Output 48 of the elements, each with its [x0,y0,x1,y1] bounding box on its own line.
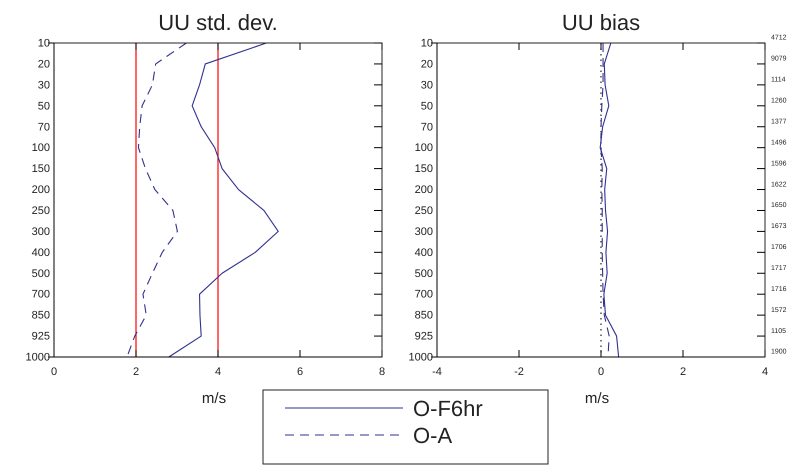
y-tick-label: 500 [414,268,433,280]
x-tick-label: 6 [296,366,304,378]
y-tick-label: 925 [32,330,50,343]
x-tick-label: 4 [214,366,222,378]
y-tick-label: 700 [414,288,433,301]
text: O-F6hr [413,396,483,421]
y-tick-label: 50 [420,100,433,112]
y-tick-label: 20 [420,58,433,70]
y-tick-label: 500 [32,268,50,280]
x-axis-title: m/s [202,390,226,407]
y-tick-label: 400 [32,246,50,259]
x-tick-label: -2 [514,366,524,378]
y-tick-label: 400 [414,246,433,259]
y-tick-label: 1000 [408,352,433,364]
y-tick-label: 925 [414,330,433,343]
y-tick-label: 250 [32,204,50,217]
y-tick-label: 20 [38,58,50,70]
y-tick-label: 200 [32,184,50,196]
y-tick-label: 10 [420,38,433,50]
y-tick-label: 1000 [26,352,50,364]
y-tick-label: 700 [32,288,50,301]
y-tick-label: 250 [414,204,433,217]
y-tick-label: 30 [38,79,50,92]
x-tick-label: -4 [432,366,442,378]
x-tick-label: 4 [762,366,768,378]
chart-title: UU bias [562,10,640,35]
y-tick-label: 300 [414,226,433,238]
x-tick-label: 2 [680,366,686,378]
y-tick-label: 200 [414,184,433,196]
y-tick-label: 30 [420,79,433,92]
text: O-A [413,423,452,448]
y-tick-label: 10 [38,38,50,50]
chart-title: UU std. dev. [158,10,278,35]
x-axis-title: m/s [584,390,610,407]
y-tick-label: 70 [38,121,50,134]
y-tick-label: 300 [32,226,50,238]
y-tick-label: 850 [32,310,50,322]
y-tick-label: 150 [414,163,433,176]
x-tick-label: 2 [132,366,140,378]
y-tick-label: 850 [414,310,433,322]
x-tick-label: 8 [378,366,386,378]
y-tick-label: 100 [32,142,50,154]
x-tick-label: 0 [50,366,58,378]
y-tick-label: 150 [32,163,50,176]
x-tick-label: 0 [598,366,604,378]
y-tick-label: 70 [420,121,433,134]
y-tick-label: 50 [38,100,50,112]
y-tick-label: 100 [414,142,433,154]
